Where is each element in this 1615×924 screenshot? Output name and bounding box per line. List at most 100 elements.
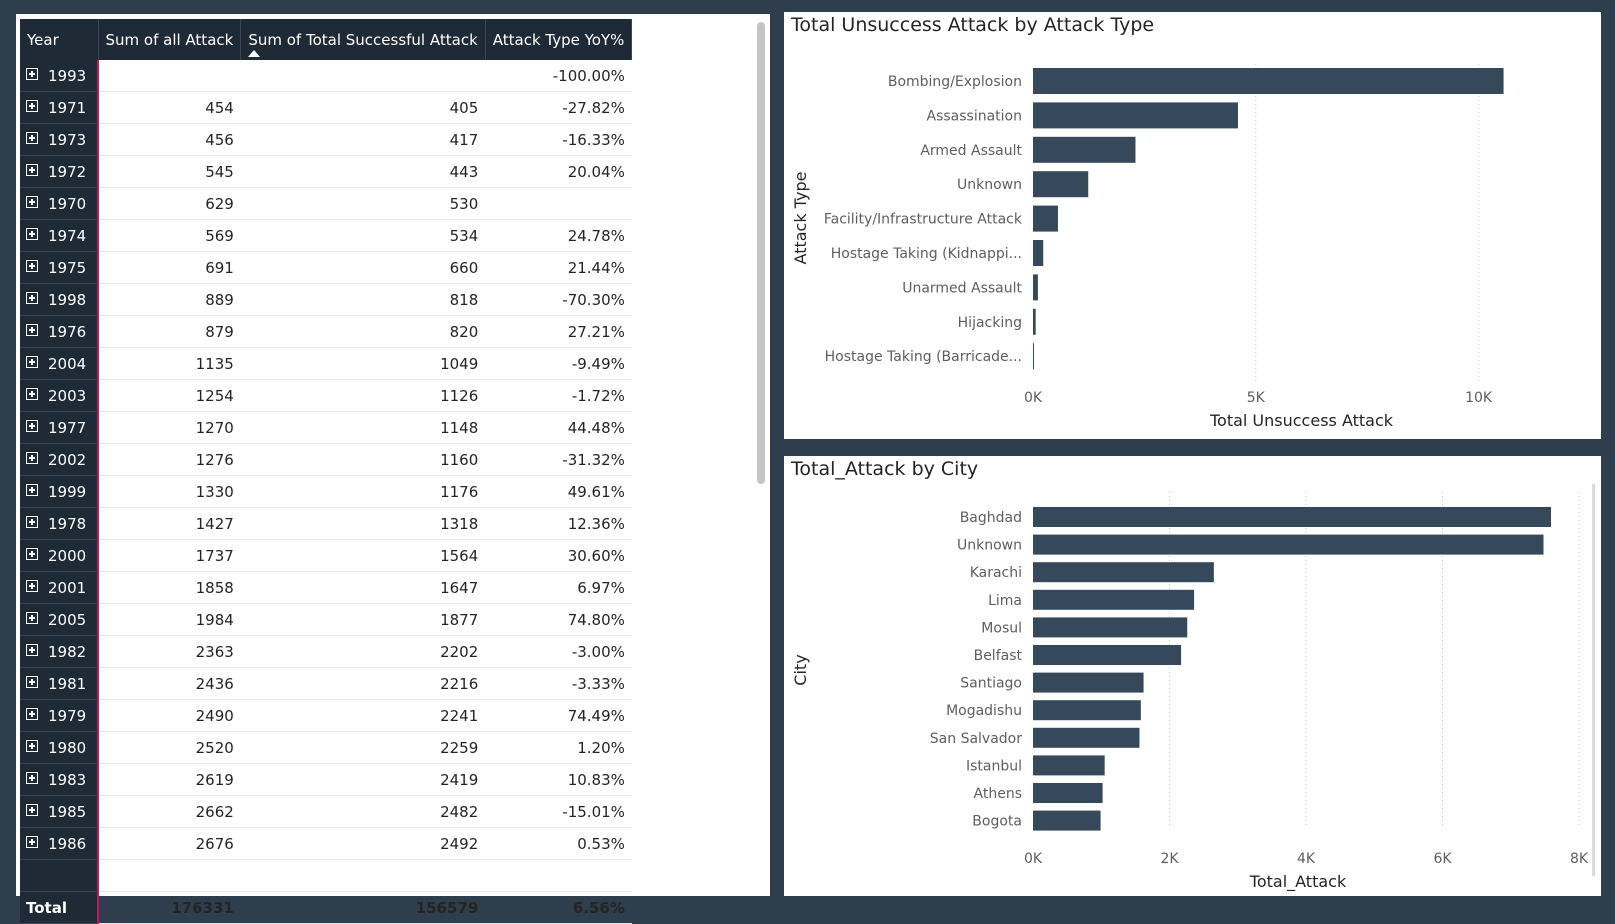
expand-plus-icon[interactable]: [26, 420, 38, 432]
table-cell: 2490: [98, 699, 241, 732]
row-header-cell: 1998: [20, 283, 99, 316]
expand-plus-icon[interactable]: [26, 196, 38, 208]
category-label: Mosul: [981, 620, 1022, 636]
year-label: 2000: [48, 546, 87, 565]
table-cell: 2676: [98, 827, 241, 860]
table-cell: 545: [98, 155, 241, 188]
year-label: 1974: [48, 226, 87, 245]
table-cell: 2216: [240, 667, 486, 700]
table-cell: -3.33%: [485, 667, 632, 700]
expand-plus-icon[interactable]: [26, 676, 38, 688]
column-header[interactable]: Sum of all Attack: [98, 19, 242, 60]
tick-label: 10K: [1465, 390, 1493, 406]
expand-plus-icon[interactable]: [26, 68, 38, 80]
table-cell: -100.00%: [485, 60, 632, 92]
table-cell: 1647: [240, 571, 486, 604]
table-row: 2002 1276 1160 -31.32%: [20, 443, 632, 476]
category-label: Hostage Taking (Kidnappi...: [831, 246, 1022, 262]
total-cell: 176331: [98, 891, 241, 924]
expand-plus-icon[interactable]: [26, 388, 38, 400]
table-cell: 2520: [98, 731, 241, 764]
table-cell: [240, 859, 486, 892]
expand-plus-icon[interactable]: [26, 740, 38, 752]
table-cell: 1135: [98, 347, 241, 380]
table-cell: -16.33%: [485, 123, 632, 156]
table-cell: [485, 187, 632, 220]
table-row: 1975 691 660 21.44%: [20, 251, 632, 284]
row-header-cell: 2005: [20, 603, 99, 636]
city-chart-visual: Total_Attack by City Baghdad Unknown Karac…: [784, 456, 1601, 896]
table-cell: 1737: [98, 539, 241, 572]
y-axis-title: City: [791, 654, 810, 685]
expand-plus-icon[interactable]: [26, 484, 38, 496]
year-label: 1976: [48, 322, 87, 341]
table-row: 1999 1330 1176 49.61%: [20, 475, 632, 508]
year-label: 1998: [48, 290, 87, 309]
expand-plus-icon[interactable]: [26, 580, 38, 592]
row-header-cell: 1972: [20, 155, 99, 188]
expand-plus-icon[interactable]: [26, 324, 38, 336]
expand-plus-icon[interactable]: [26, 772, 38, 784]
year-label: 1979: [48, 706, 87, 725]
table-cell: 0.53%: [485, 827, 632, 860]
table-cell: 12.36%: [485, 507, 632, 540]
table-cell: -31.32%: [485, 443, 632, 476]
table-cell: 454: [98, 91, 241, 124]
row-header-cell: 1981: [20, 667, 99, 700]
x-axis-title: Total Unsuccess Attack: [1209, 411, 1394, 430]
expand-plus-icon[interactable]: [26, 292, 38, 304]
expand-plus-icon[interactable]: [26, 516, 38, 528]
category-label: Santiago: [960, 676, 1022, 692]
row-header-cell: 1970: [20, 187, 99, 220]
row-header-cell: 2000: [20, 539, 99, 572]
table-cell: [98, 859, 241, 892]
table-cell: 1330: [98, 475, 241, 508]
table-cell: 691: [98, 251, 241, 284]
category-label: Istanbul: [966, 758, 1022, 774]
expand-plus-icon[interactable]: [26, 612, 38, 624]
expand-plus-icon[interactable]: [26, 100, 38, 112]
table-cell: 1427: [98, 507, 241, 540]
table-cell: 2259: [240, 731, 486, 764]
table-cell: 27.21%: [485, 315, 632, 348]
expand-plus-icon[interactable]: [26, 804, 38, 816]
table-row: 1986 2676 2492 0.53%: [20, 827, 632, 860]
column-header[interactable]: Attack Type YoY%: [485, 19, 633, 60]
expand-plus-icon[interactable]: [26, 164, 38, 176]
expand-plus-icon[interactable]: [26, 708, 38, 720]
category-label: Bombing/Explosion: [888, 74, 1022, 90]
table-cell: 1270: [98, 411, 241, 444]
expand-plus-icon[interactable]: [26, 644, 38, 656]
chart-scrollbar[interactable]: [1592, 484, 1595, 876]
column-header[interactable]: Sum of Total Successful Attack: [240, 19, 486, 60]
expand-plus-icon[interactable]: [26, 260, 38, 272]
table-row: 1974 569 534 24.78%: [20, 219, 632, 252]
table-row: 1972 545 443 20.04%: [20, 155, 632, 188]
row-header-cell: 1975: [20, 251, 99, 284]
category-label: Assassination: [927, 108, 1023, 124]
expand-plus-icon[interactable]: [26, 356, 38, 368]
table-cell: [240, 60, 486, 92]
expand-plus-icon[interactable]: [26, 548, 38, 560]
table-row: 1993 -100.00%: [20, 60, 632, 92]
table-cell: 2241: [240, 699, 486, 732]
year-label: 2001: [48, 578, 87, 597]
table-cell: -3.00%: [485, 635, 632, 668]
row-header-cell: 1980: [20, 731, 99, 764]
x-axis-title: Total_Attack: [1249, 872, 1347, 892]
expand-plus-icon[interactable]: [26, 836, 38, 848]
table-cell: [98, 60, 241, 92]
bar: [1033, 534, 1544, 555]
expand-plus-icon[interactable]: [26, 228, 38, 240]
table-row: 1980 2520 2259 1.20%: [20, 731, 632, 764]
expand-plus-icon[interactable]: [26, 132, 38, 144]
table-cell: 1276: [98, 443, 241, 476]
table-row: 2001 1858 1647 6.97%: [20, 571, 632, 604]
column-header-label: Sum of Total Successful Attack: [248, 30, 478, 49]
category-label: Lima: [988, 593, 1022, 609]
chart-title: Total_Attack by City: [791, 458, 979, 480]
matrix-table-visual: Year Sum of all Attack Sum of Total Succes…: [16, 14, 770, 924]
column-header[interactable]: Year: [20, 19, 99, 60]
expand-plus-icon[interactable]: [26, 452, 38, 464]
table-scrollbar[interactable]: [757, 22, 765, 484]
